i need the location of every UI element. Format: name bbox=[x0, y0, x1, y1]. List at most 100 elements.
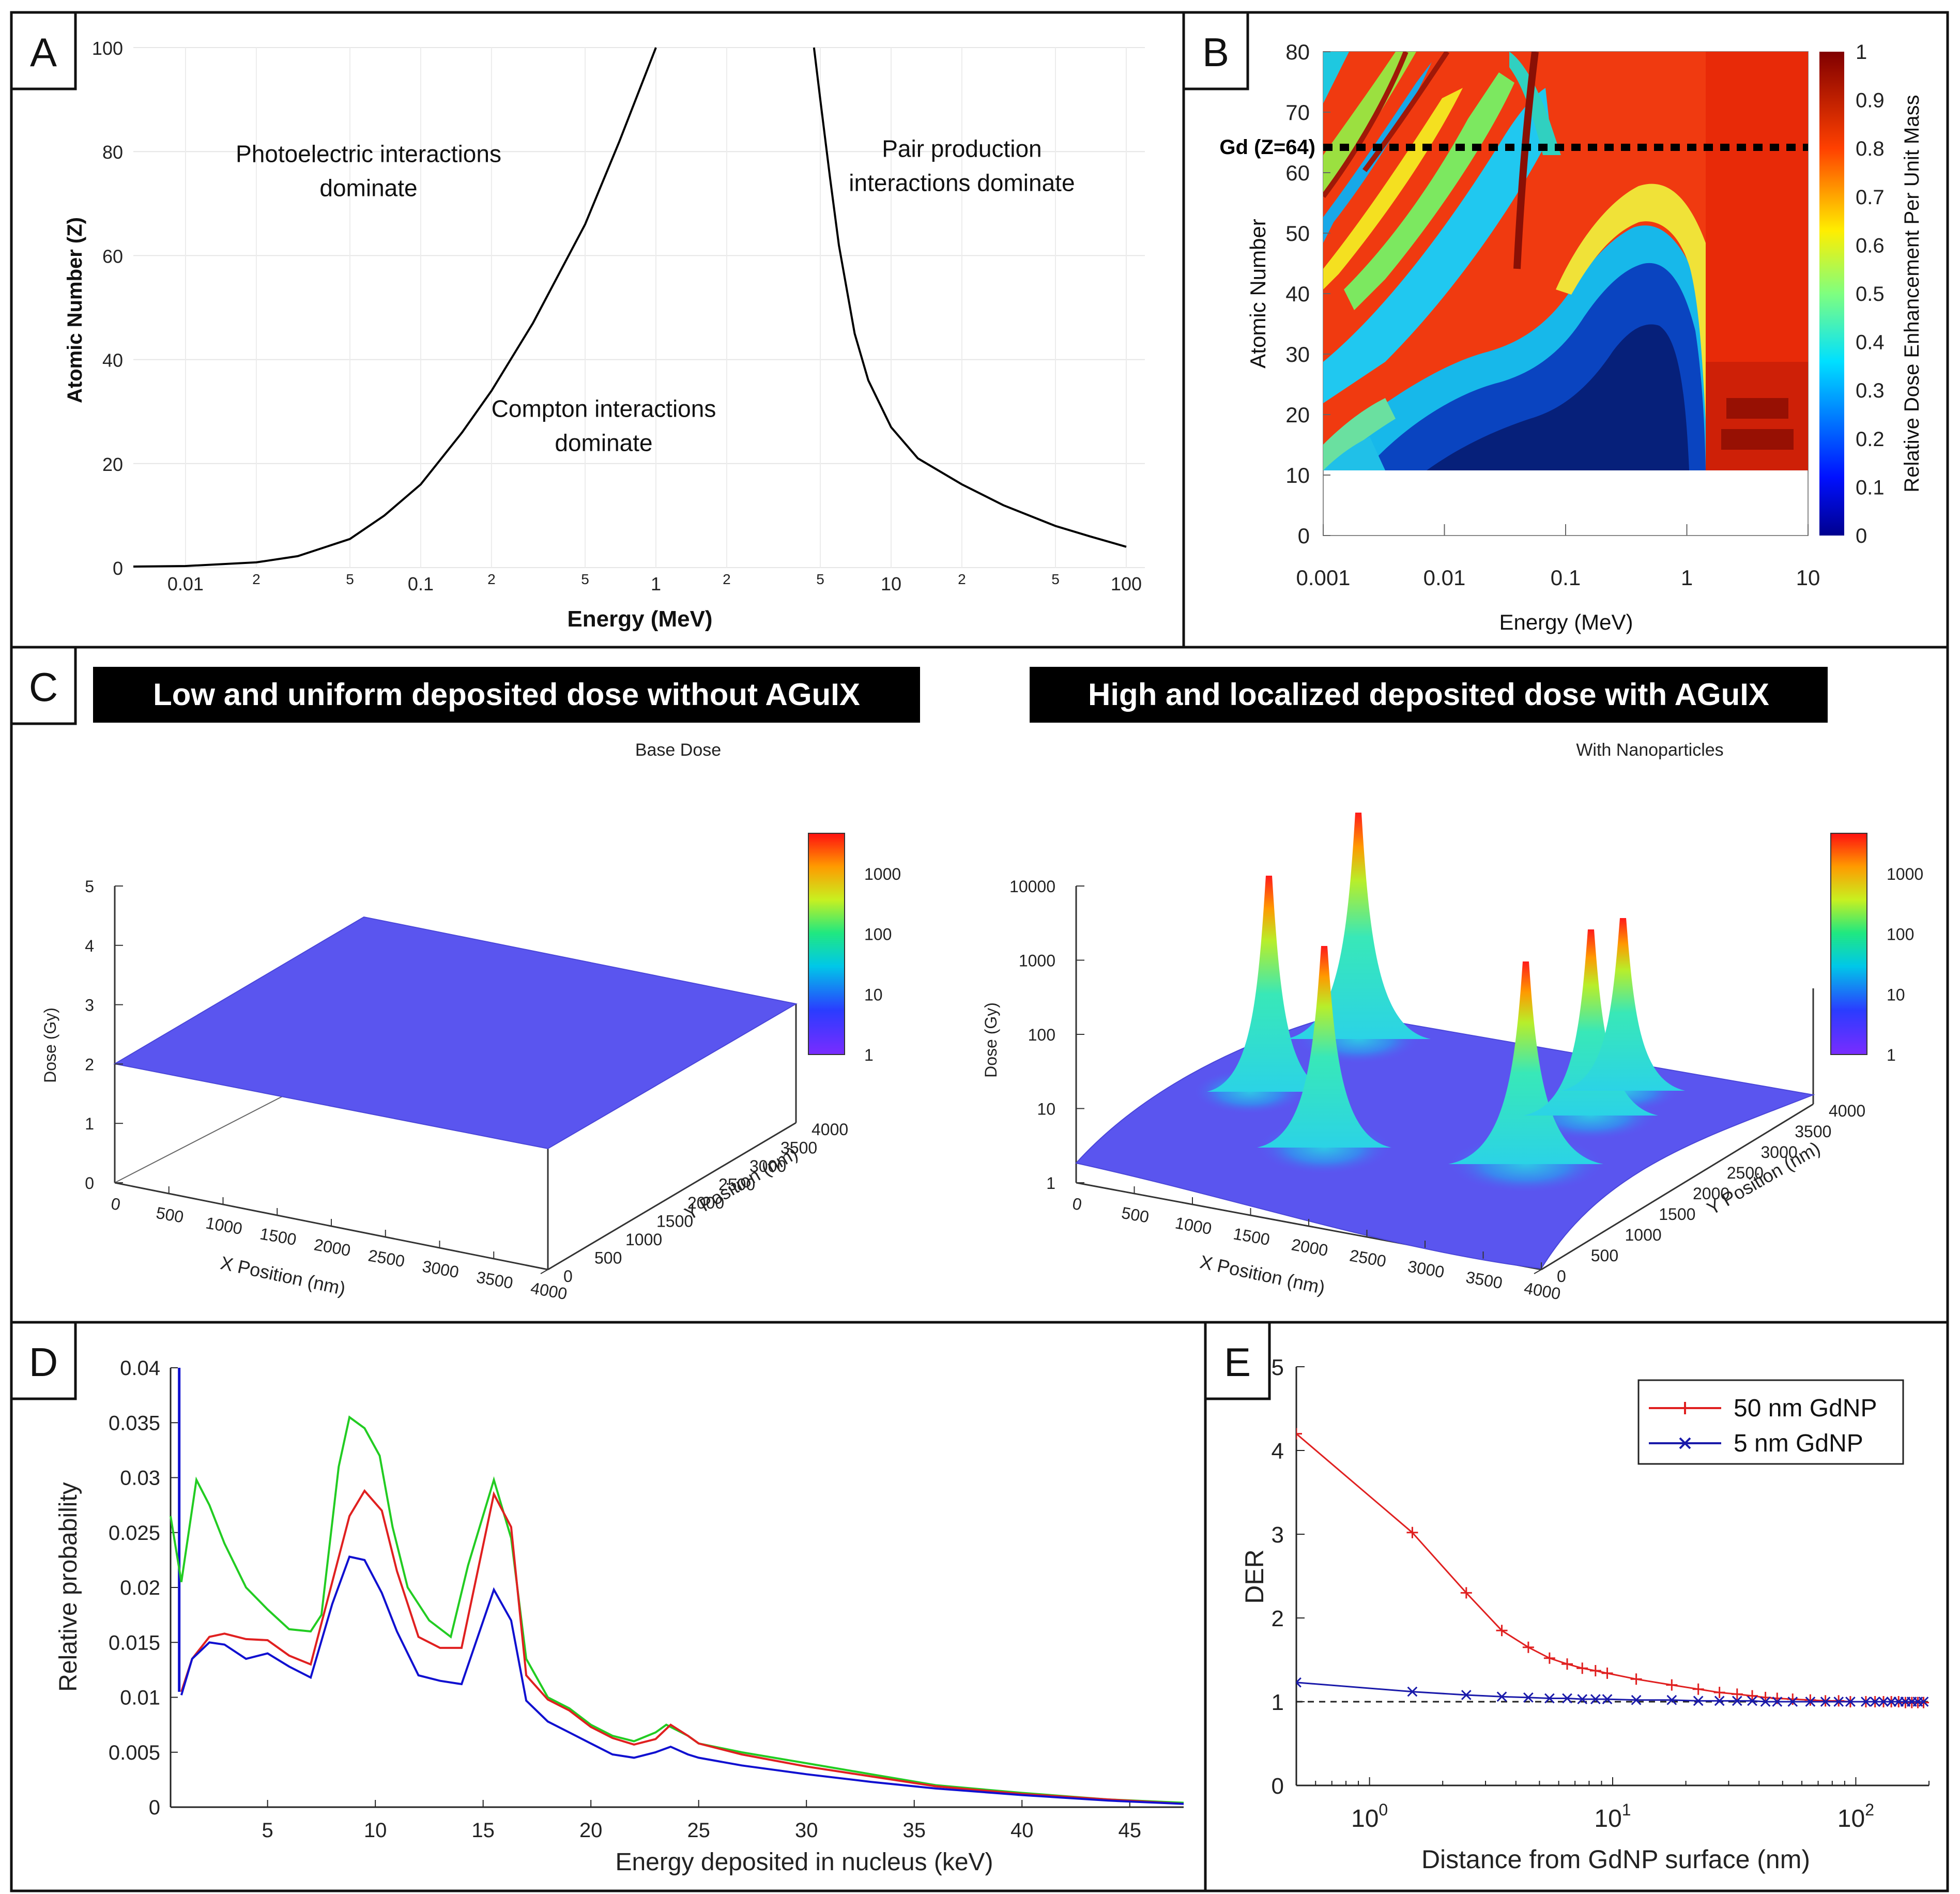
y-tick-label: 0 bbox=[1298, 524, 1310, 548]
x-tick-label: 3500 bbox=[1464, 1267, 1504, 1292]
y-tick bbox=[726, 1159, 734, 1164]
data-point-marker bbox=[1804, 1694, 1816, 1706]
y-tick bbox=[540, 1269, 548, 1274]
data-point-marker bbox=[1602, 1694, 1613, 1705]
x-tick-label: 10 bbox=[1796, 566, 1820, 590]
colorbar-tick-label: 0.1 bbox=[1856, 476, 1885, 499]
y-tick-label: 1000 bbox=[625, 1230, 662, 1249]
data-point-marker bbox=[1878, 1697, 1889, 1707]
dose-peak bbox=[1207, 876, 1331, 1092]
y-tick-label: 0 bbox=[149, 1796, 160, 1819]
series-line-blue bbox=[180, 1555, 1184, 1805]
x-tick-label: 15 bbox=[471, 1819, 495, 1842]
z-tick-label: 3 bbox=[85, 996, 94, 1015]
colorbar-tick-label: 0.7 bbox=[1856, 186, 1885, 209]
y-tick-label: 4000 bbox=[1829, 1102, 1865, 1120]
x-minor-tick-label: 2 bbox=[487, 571, 496, 587]
frame-D bbox=[10, 1321, 1207, 1892]
chart-E: 0 1 2 3 4 5 100 101 102 50 nm GdNP 5 nm GdNP Dis… bbox=[1240, 1355, 1930, 1874]
annotation-text: Photoelectric interactions bbox=[236, 140, 501, 167]
x-minor-tick-label: 2 bbox=[252, 571, 261, 587]
colorbar-tick-label: 0.8 bbox=[1856, 138, 1885, 160]
y-tick bbox=[757, 1140, 765, 1146]
z-tick-label: 1 bbox=[1046, 1174, 1055, 1193]
heatmap-cyan-stripe-2 bbox=[1509, 52, 1561, 155]
chart-A: 0 20 40 60 80 100 0.01 0.1 1 10 100 2 5 2 5 2 5 2 5 Photoe… bbox=[64, 38, 1145, 632]
annotation-text: Compton interactions bbox=[492, 395, 716, 422]
x-tick-label: 3000 bbox=[421, 1257, 460, 1281]
series-line-0 bbox=[1296, 1433, 1924, 1704]
data-point-marker bbox=[1861, 1697, 1871, 1707]
data-point-marker bbox=[1845, 1697, 1856, 1707]
x-tick-label: 40 bbox=[1010, 1819, 1034, 1842]
legend-marker-50nm bbox=[1679, 1402, 1691, 1414]
x-tick-label: 102 bbox=[1838, 1800, 1874, 1832]
y-tick-label: 1500 bbox=[1659, 1205, 1695, 1224]
x-tick-label: 1500 bbox=[1232, 1224, 1271, 1249]
dose-peak bbox=[1448, 961, 1603, 1164]
data-point-marker bbox=[1760, 1697, 1771, 1707]
y-tick bbox=[664, 1196, 672, 1201]
z-tick-label: 10000 bbox=[1009, 877, 1055, 896]
data-point-marker bbox=[1747, 1696, 1757, 1706]
y-tick-label: 20 bbox=[1285, 403, 1310, 427]
x-minor-tick-label: 5 bbox=[1051, 571, 1060, 587]
heatmap-lowz-cyan bbox=[1323, 437, 1385, 470]
data-point-marker bbox=[1407, 1686, 1418, 1697]
data-point-marker bbox=[1918, 1697, 1929, 1707]
surface-right-peaks bbox=[1207, 813, 1685, 1164]
y-tick bbox=[695, 1177, 703, 1183]
colorbar-tick-label: 1 bbox=[1887, 1046, 1896, 1064]
colorbar-tick-label: 1000 bbox=[1887, 865, 1923, 883]
legend-box bbox=[1637, 1379, 1904, 1465]
data-point-marker bbox=[1870, 1697, 1880, 1707]
y-tick bbox=[1771, 1124, 1780, 1129]
y-tick-label: 5 bbox=[1272, 1355, 1284, 1380]
banner-left-text: Low and uniform deposited dose without A… bbox=[153, 677, 860, 712]
heatmap-yellow-band-1 bbox=[1323, 88, 1463, 289]
data-point-marker bbox=[1693, 1696, 1704, 1706]
y-tick-label: 0 bbox=[113, 558, 123, 579]
panel-frames bbox=[10, 11, 1949, 1892]
data-point-marker bbox=[1496, 1691, 1507, 1702]
x-tick-label: 1 bbox=[1681, 566, 1693, 590]
heatmap-dark-red-2 bbox=[1726, 398, 1788, 419]
annotation-text: interactions dominate bbox=[849, 169, 1075, 196]
y-tick-label: 3500 bbox=[780, 1139, 817, 1157]
y-tick-label: 2500 bbox=[718, 1175, 755, 1194]
colorbar-tick-label: 10 bbox=[1887, 985, 1905, 1004]
data-point-marker bbox=[1522, 1641, 1534, 1653]
banner-right-bg bbox=[1030, 667, 1828, 723]
chart-E-ticks: 0 1 2 3 4 5 100 101 102 bbox=[1272, 1355, 1930, 1832]
data-point-marker bbox=[1523, 1692, 1534, 1703]
data-point-marker bbox=[1732, 1696, 1742, 1706]
y-tick-label: 70 bbox=[1285, 100, 1310, 125]
y-tick-label: 2000 bbox=[687, 1194, 724, 1212]
z-tick-label: 0 bbox=[85, 1174, 94, 1193]
x-tick-label: 500 bbox=[1120, 1203, 1151, 1227]
banner-right-text: High and localized deposited dose with A… bbox=[1088, 677, 1769, 712]
surface-right-title: With Nanoparticles bbox=[1576, 740, 1723, 760]
chart-D-ticks: 0 0.005 0.01 0.015 0.02 0.025 0.03 0.035 0.04 5 10… bbox=[109, 1357, 1141, 1842]
panel-letters: A B C D E bbox=[10, 11, 1271, 1400]
heatmap-cyan-stripe-1 bbox=[1323, 52, 1349, 103]
x-tick-label: 500 bbox=[155, 1203, 185, 1227]
x-minor-tick-label: 5 bbox=[346, 571, 354, 587]
heatmap-lowz-green bbox=[1323, 398, 1396, 470]
chart-E-ylabel: DER bbox=[1240, 1549, 1269, 1604]
surface-left-xlabel: X Position (nm) bbox=[219, 1252, 347, 1299]
data-point-marker bbox=[1692, 1683, 1704, 1695]
y-tick-label: 100 bbox=[92, 38, 123, 59]
y-tick bbox=[1738, 1145, 1745, 1150]
y-tick-label: 1500 bbox=[656, 1212, 693, 1231]
heatmap-green-band-2 bbox=[1344, 72, 1514, 310]
x-tick-label: 1 bbox=[651, 573, 661, 594]
y-tick-label: 0.015 bbox=[109, 1631, 160, 1654]
colorbar-tick-label: 0.6 bbox=[1856, 234, 1885, 257]
colorbar-tick-label: 0.5 bbox=[1856, 283, 1885, 306]
y-tick bbox=[788, 1122, 797, 1127]
x-tick-label: 2000 bbox=[313, 1235, 352, 1260]
annotation-text: dominate bbox=[319, 174, 417, 201]
y-tick-label: 0 bbox=[1557, 1267, 1566, 1286]
